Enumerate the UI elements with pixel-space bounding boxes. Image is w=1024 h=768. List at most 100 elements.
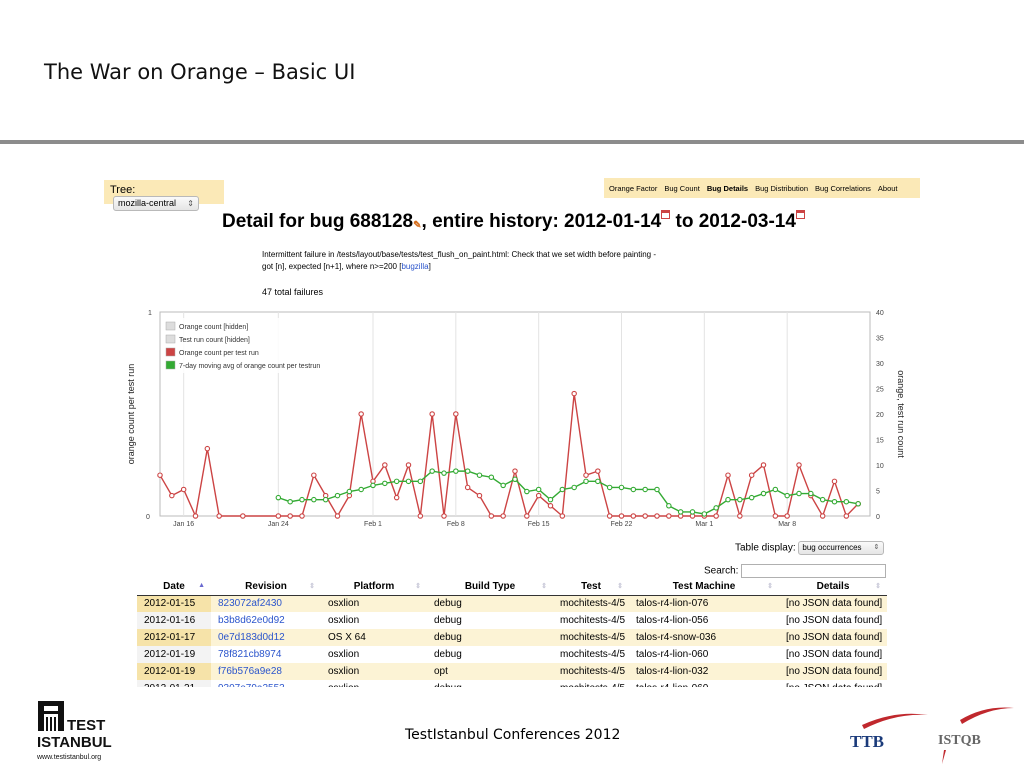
- orange-count-point: [464, 484, 471, 491]
- legend-swatch: [165, 347, 176, 357]
- nav-bug-correlations[interactable]: Bug Correlations: [815, 183, 871, 193]
- moving-avg-point: [512, 476, 518, 483]
- table-display-select[interactable]: bug occurrences ⇕: [798, 541, 885, 555]
- cell-platform: osxlion: [321, 595, 427, 612]
- orange-count-point: [240, 513, 246, 519]
- moving-avg-point: [642, 486, 648, 493]
- moving-avg-point: [606, 484, 613, 491]
- cell-test: mochitests-4/5: [560, 615, 626, 626]
- orange-count-point: [760, 462, 767, 468]
- sort-icon: ⇕: [541, 583, 547, 590]
- col-header-date[interactable]: Date ▲: [137, 579, 211, 596]
- moving-avg-point: [737, 496, 743, 503]
- x-tick-label: Feb 8: [447, 521, 465, 528]
- cell-build-type: opt: [427, 663, 553, 680]
- orange-count-point: [843, 513, 850, 519]
- orange-count-point: [429, 411, 435, 417]
- nav-bug-distribution[interactable]: Bug Distribution: [755, 183, 809, 193]
- orange-count-point: [334, 513, 341, 519]
- moving-avg-point: [382, 480, 388, 487]
- logo-url: www.testistanbul.org: [36, 754, 101, 761]
- moving-avg-point: [535, 486, 542, 493]
- calendar-icon[interactable]: [795, 210, 805, 219]
- moving-avg-point: [713, 505, 719, 511]
- moving-avg-point: [701, 511, 708, 517]
- cell-revision: 0e7d183d0d12: [211, 629, 321, 646]
- revision-link[interactable]: 0e7d183d0d12: [218, 632, 285, 643]
- col-header-revision[interactable]: Revision ⇕: [211, 579, 321, 596]
- moving-avg-point: [322, 496, 329, 503]
- orange-count-point: [737, 513, 743, 519]
- cell-test-machine: talos-r4-lion-060: [636, 649, 709, 660]
- orange-count-point: [559, 513, 566, 519]
- col-header-build-type[interactable]: Build Type ⇕: [427, 579, 553, 596]
- col-header-platform[interactable]: Platform ⇕: [321, 579, 427, 596]
- moving-avg-point: [630, 486, 637, 493]
- total-failures: 47 total failures: [262, 287, 324, 297]
- orange-count-point: [453, 411, 459, 417]
- cell-build-type: debug: [427, 595, 553, 612]
- y-left-tick-label: 1: [148, 310, 152, 317]
- cell-revision: b3b8d62e0d92: [211, 612, 321, 629]
- moving-avg-point: [677, 509, 684, 515]
- cell-test: mochitests-4/5: [553, 680, 629, 687]
- y-left-tick-label: 0: [146, 514, 150, 521]
- col-header-test-machine[interactable]: Test Machine ⇕: [629, 579, 779, 596]
- orange-count-point: [666, 513, 672, 519]
- orange-count-point: [417, 513, 424, 519]
- moving-avg-point: [524, 488, 530, 495]
- col-header-test[interactable]: Test ⇕: [553, 579, 629, 596]
- calendar-icon[interactable]: [661, 210, 671, 219]
- legend-label: Orange count per test run: [179, 350, 259, 357]
- cell-details: [no JSON data found]: [786, 615, 883, 626]
- title-divider: [0, 140, 1024, 144]
- moving-avg-point: [855, 501, 861, 507]
- nav-bug-details[interactable]: Bug Details: [706, 183, 749, 193]
- orange-count-point: [157, 472, 163, 478]
- occurrences-table: Date ▲ Revision ⇕ Platform ⇕ Build Type ⇕ Te…: [137, 579, 887, 687]
- y-right-tick-label: 35: [876, 336, 884, 343]
- cell-details: [no JSON data found]: [779, 629, 887, 646]
- nav-orange-factor[interactable]: Orange Factor: [609, 183, 658, 193]
- moving-avg-point: [275, 494, 282, 501]
- legend-box: [162, 318, 342, 373]
- orange-count-point: [169, 492, 175, 499]
- nav-about[interactable]: About: [877, 183, 898, 193]
- y-left-axis-title: orange count per test run: [126, 364, 136, 465]
- select-arrows-icon: ⇕: [873, 544, 880, 551]
- orange-count-point: [180, 486, 187, 493]
- x-tick-label: Feb 22: [611, 521, 633, 528]
- table-row: 2012-01-15 823072af2430 osxlion debug mochit…: [137, 595, 887, 612]
- revision-link[interactable]: 78f821cb8974: [218, 649, 282, 660]
- tree-select[interactable]: mozilla-central ⇕: [113, 196, 199, 212]
- revision-link[interactable]: f76b576a9e28: [218, 666, 282, 677]
- table-row: 2012-01-21 9307e79a2553 osxliondebugmochit…: [137, 680, 887, 687]
- orange-count-point: [204, 445, 211, 452]
- moving-avg-point: [571, 484, 577, 491]
- moving-avg-point: [808, 490, 814, 497]
- test-istanbul-logo: TEST ISTANBUL www.testistanbul.org: [36, 701, 112, 761]
- moving-avg-point: [358, 486, 364, 493]
- orange-count-point: [524, 513, 530, 519]
- revision-link[interactable]: b3b8d62e0d92: [218, 615, 285, 626]
- x-tick-label: Feb 15: [528, 521, 550, 528]
- cell-test-machine: talos-r4-lion-076: [629, 595, 779, 612]
- search-input[interactable]: [741, 564, 887, 578]
- moving-avg-point: [453, 468, 459, 474]
- tree-selector-panel: Tree: mozilla-central ⇕: [104, 180, 224, 212]
- legend-label: 7-day moving avg of orange count per tes…: [179, 363, 320, 370]
- cell-revision: 823072af2430: [211, 595, 321, 612]
- revision-link[interactable]: 823072af2430: [218, 598, 282, 610]
- orange-count-point: [772, 513, 779, 519]
- y-right-tick-label: 0: [876, 514, 880, 521]
- col-header-details[interactable]: Details ⇕: [779, 579, 887, 596]
- cell-date: 2012-01-19: [137, 646, 211, 663]
- nav-bug-count[interactable]: Bug Count: [664, 183, 700, 193]
- moving-avg-point: [547, 496, 554, 503]
- orange-count-point: [311, 472, 317, 478]
- revision-link[interactable]: 9307e79a2553: [218, 683, 285, 687]
- bugzilla-link[interactable]: bugzilla: [401, 262, 429, 271]
- edit-pencil-icon[interactable]: ✎: [413, 220, 422, 231]
- cell-test: mochitests-4/5: [560, 649, 626, 660]
- orange-count-point: [654, 513, 660, 519]
